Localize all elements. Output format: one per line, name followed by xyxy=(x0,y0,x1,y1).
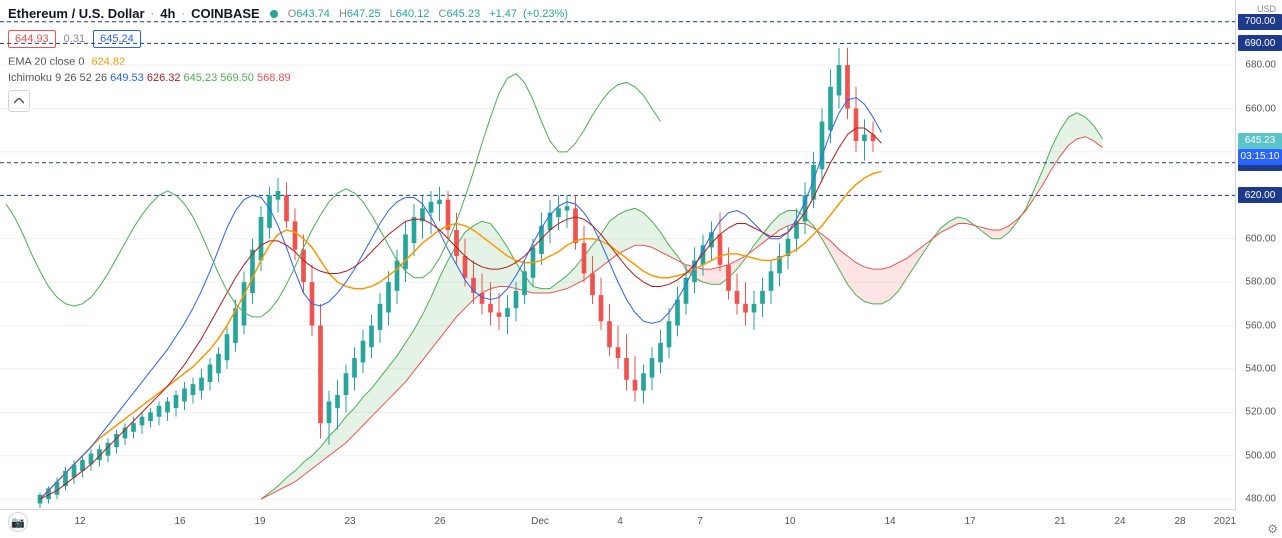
settings-icon[interactable]: ⚙ xyxy=(1267,522,1278,536)
y-axis[interactable]: USD 480.00500.00520.00540.00560.00580.00… xyxy=(1235,0,1282,510)
currency-label: USD xyxy=(1257,4,1276,14)
snapshot-button[interactable]: 📷 xyxy=(8,512,28,532)
price-chart[interactable] xyxy=(0,0,1236,510)
x-axis[interactable]: 1216192326Dec471014172124282021 xyxy=(0,509,1236,538)
camera-icon: 📷 xyxy=(11,516,25,529)
